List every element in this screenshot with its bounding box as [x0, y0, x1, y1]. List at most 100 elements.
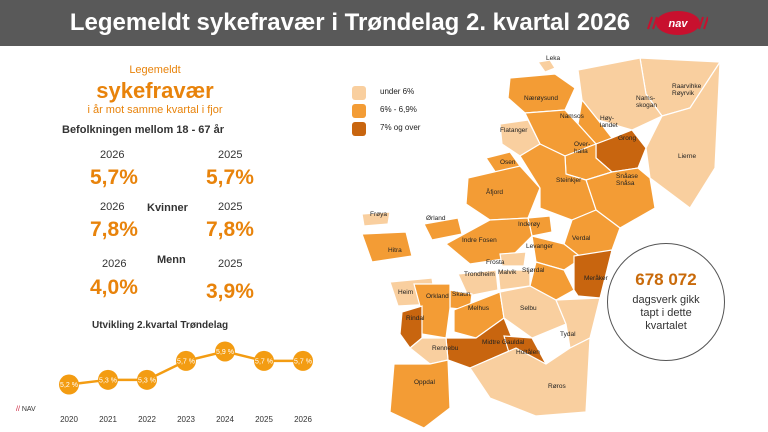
municipality-label: Steinkjer	[556, 177, 582, 184]
men-year-b: 2025	[218, 258, 243, 270]
region-lierne	[645, 59, 721, 209]
data-label: 5,9 %	[216, 349, 234, 356]
region-leka	[536, 59, 556, 73]
municipality-label: Ørland	[426, 215, 446, 222]
data-point	[59, 374, 79, 395]
municipality-label: Midtre Gauldal	[482, 339, 525, 346]
women-value-b: 7,8%	[206, 218, 254, 241]
data-point	[137, 369, 157, 390]
municipality-label: Heim	[398, 289, 413, 296]
data-label: 5,7 %	[177, 358, 195, 365]
municipality-label: Hitra	[388, 247, 402, 254]
region-meraker	[573, 249, 613, 299]
municipality-label: Nærøysund	[524, 95, 558, 102]
legend-item: under 6%	[352, 86, 472, 100]
summary-line2: sykefravær	[96, 78, 214, 103]
municipality-label: Frøya	[370, 211, 387, 218]
municipality-label: Flatanger	[500, 127, 528, 134]
data-label: 5,2 %	[60, 382, 78, 389]
trend-line-chart: 5,2 % 2020 5,3 % 2021 5,3 % 2022 5,7 % 2023 5,9 …	[59, 341, 313, 424]
region-frosta	[499, 251, 527, 267]
legend-label: 7% og over	[380, 123, 421, 132]
data-label: 5,3 %	[99, 377, 117, 384]
municipality-label: Rindal	[406, 315, 425, 322]
municipality-label: Namsos	[560, 113, 585, 120]
municipality-label: Skaun	[452, 291, 471, 298]
x-tick-label: 2024	[216, 415, 234, 424]
region-hitra	[361, 231, 413, 263]
municipality-label: Høy-landet	[600, 115, 618, 129]
region-trondheim	[457, 269, 499, 297]
page-title: Legemeldt sykefravær i Trøndelag 2. kvar…	[69, 9, 631, 36]
logo-text: nav	[669, 18, 689, 30]
region-froya	[361, 211, 391, 227]
x-tick-label: 2025	[255, 415, 273, 424]
region-stjordal	[529, 261, 575, 301]
municipality-label: Selbu	[520, 305, 537, 312]
municipality-label: Stjørdal	[522, 267, 545, 274]
data-label: 5,7 %	[255, 358, 273, 365]
municipality-label: Rennebu	[432, 345, 459, 352]
total-year-a: 2026	[100, 149, 125, 161]
municipality-label: Holtålen	[516, 348, 540, 356]
x-tick-label: 2020	[60, 415, 78, 424]
data-point	[254, 350, 274, 371]
total-value-b: 5,7%	[206, 166, 254, 189]
x-tick-label: 2021	[99, 415, 117, 424]
data-point	[293, 350, 313, 371]
municipality-label: Over-halla	[574, 141, 590, 155]
data-point	[215, 341, 235, 362]
women-year-a: 2026	[100, 201, 125, 213]
municipality-label: Nams-skogan	[636, 95, 657, 109]
callout-line3: kvartalet	[645, 320, 687, 332]
region-orland	[423, 217, 463, 241]
footer-tag-text: NAV	[21, 406, 36, 413]
data-point	[98, 369, 118, 390]
region-afjord	[465, 165, 541, 221]
data-point	[176, 350, 196, 371]
x-tick-label: 2023	[177, 415, 195, 424]
data-label: 5,3 %	[138, 377, 156, 384]
municipality-label: Osen	[500, 159, 516, 166]
workdays-number: 678 072	[635, 270, 697, 289]
municipality-label: Raarvihke Røyrvik	[672, 83, 702, 97]
municipality-label: Inderøy	[518, 221, 541, 228]
legend-item: 7% og over	[352, 122, 472, 136]
municipality-label: Leka	[546, 55, 560, 62]
region-naeroysund	[507, 73, 576, 114]
region-oppdal	[389, 359, 451, 429]
municipality-label: Indre Fosen	[462, 237, 497, 244]
legend-label: 6% - 6,9%	[380, 105, 417, 114]
municipality-label: Verdal	[572, 235, 591, 242]
summary-line1: Legemeldt	[129, 64, 181, 76]
region-steinkjer	[519, 143, 597, 221]
municipality-label: Levanger	[526, 243, 554, 250]
municipality-label: Frosta	[486, 259, 505, 266]
chart-title: Utvikling 2.kvartal Trøndelag	[92, 320, 229, 331]
region-levanger	[531, 235, 584, 271]
municipality-label: Åfjord	[486, 187, 503, 196]
legend-swatch	[352, 104, 366, 118]
trondelag-map: Leka Nærøysund Raarvihke Røyrvik Nams-skogan…	[361, 55, 722, 429]
region-rennebu	[409, 337, 449, 365]
total-value-a: 5,7%	[90, 166, 138, 189]
x-tick-label: 2026	[294, 415, 312, 424]
municipality-label: Lierne	[678, 153, 696, 160]
municipality-label: Orkland	[426, 293, 449, 300]
header-banner: Legemeldt sykefravær i Trøndelag 2. kvar…	[0, 0, 768, 46]
municipality-label: Snåase Snåsa	[616, 172, 638, 187]
women-year-b: 2025	[218, 201, 243, 213]
legend-label: under 6%	[380, 87, 415, 96]
women-label: Kvinner	[147, 202, 188, 214]
municipality-label: Melhus	[468, 305, 490, 312]
men-value-b: 3,9%	[206, 280, 254, 303]
men-label: Menn	[157, 254, 186, 266]
women-value-a: 7,8%	[90, 218, 138, 241]
callout-line1: dagsverk gikk	[632, 294, 700, 306]
legend-swatch	[352, 86, 366, 100]
municipality-label: Grong	[618, 135, 636, 142]
municipality-label: Meråker	[584, 274, 609, 282]
men-year-a: 2026	[102, 258, 127, 270]
callout-line2: tapt i dette	[640, 307, 692, 319]
men-value-a: 4,0%	[90, 276, 138, 299]
